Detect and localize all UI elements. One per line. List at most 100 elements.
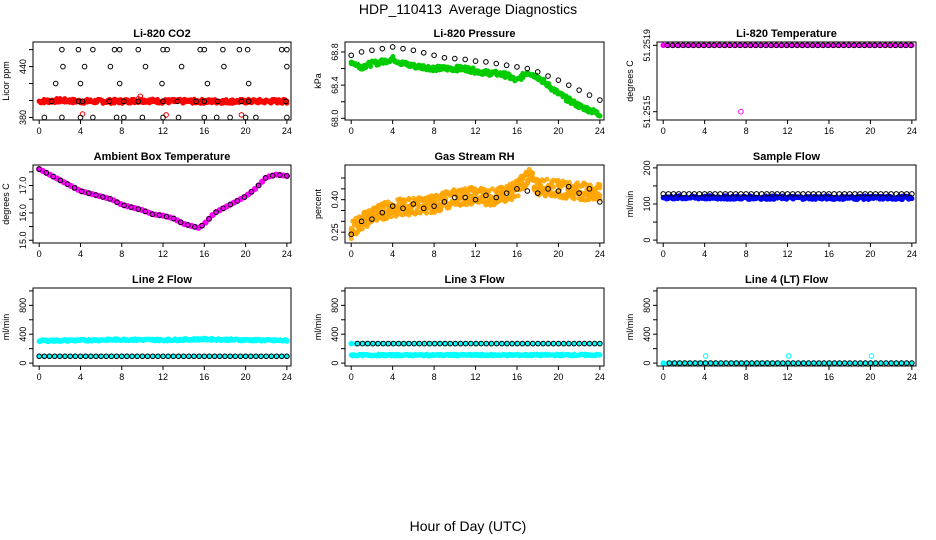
data-point xyxy=(367,64,373,70)
data-point xyxy=(509,340,515,347)
data-point xyxy=(238,98,245,105)
chart-panel: Sample Flow ml/min 0 4 8 12 16 20 24 0 100 200 xyxy=(625,151,917,259)
data-point xyxy=(390,340,397,347)
data-point xyxy=(180,353,187,360)
data-series xyxy=(36,166,290,231)
plot-data xyxy=(36,335,290,360)
data-point xyxy=(697,360,704,366)
y-tick-label: 17.0 xyxy=(18,177,28,195)
y-axis-label: kPa xyxy=(313,73,323,89)
data-point xyxy=(241,194,248,200)
x-tick-label: 12 xyxy=(783,372,793,382)
data-point xyxy=(809,42,816,49)
data-point xyxy=(389,203,396,209)
data-point xyxy=(201,98,208,105)
data-point xyxy=(519,340,526,347)
data-point xyxy=(46,353,53,360)
data-point xyxy=(857,360,864,366)
data-point xyxy=(354,340,361,347)
data-series xyxy=(348,166,603,242)
data-point xyxy=(278,353,285,360)
x-tick-label: 16 xyxy=(824,126,834,136)
data-point xyxy=(819,42,826,49)
data-point xyxy=(177,219,184,226)
y-tick-label: 16.0 xyxy=(18,204,28,222)
data-point xyxy=(851,42,857,49)
data-point xyxy=(524,65,531,72)
data-point xyxy=(389,44,396,50)
data-point xyxy=(718,360,724,366)
data-point xyxy=(909,195,915,201)
chart-panel: Ambient Box Temperature degrees C 0 4 8 12 16 2… xyxy=(1,151,292,259)
data-point xyxy=(909,191,915,197)
data-series xyxy=(36,166,290,230)
data-series xyxy=(354,340,603,347)
data-point xyxy=(571,196,577,202)
y-tick-label: 400 xyxy=(18,327,28,342)
data-point xyxy=(142,208,149,215)
data-point xyxy=(597,340,603,347)
data-point xyxy=(805,360,812,366)
data-point xyxy=(221,63,227,70)
data-point xyxy=(214,98,221,105)
data-point xyxy=(462,194,468,201)
data-point xyxy=(416,340,423,347)
data-point xyxy=(85,190,92,196)
data-series xyxy=(348,44,603,103)
data-point xyxy=(118,353,125,360)
data-point xyxy=(845,42,852,49)
data-point xyxy=(503,190,510,196)
data-point xyxy=(206,353,213,360)
data-point xyxy=(488,340,495,347)
data-point xyxy=(862,191,869,197)
data-point xyxy=(493,194,500,201)
x-tick-label: 24 xyxy=(595,372,605,382)
x-tick-label: 20 xyxy=(865,126,875,136)
data-point xyxy=(666,360,673,366)
data-point xyxy=(681,191,687,197)
chart-panel: Line 3 Flow ml/min 0 4 8 12 16 20 24 0 400 800 xyxy=(313,274,605,382)
data-point xyxy=(113,114,120,121)
data-point xyxy=(702,360,709,366)
data-point xyxy=(273,353,280,360)
data-point xyxy=(671,360,678,366)
data-point xyxy=(597,113,603,119)
x-tick-label: 8 xyxy=(432,126,437,136)
plot-data xyxy=(660,42,915,115)
data-point xyxy=(840,42,847,49)
x-tick-label: 16 xyxy=(512,249,522,259)
x-tick-label: 16 xyxy=(512,372,522,382)
data-series xyxy=(36,353,290,360)
x-tick-label: 24 xyxy=(907,372,917,382)
data-point xyxy=(442,340,448,347)
data-series xyxy=(348,183,603,238)
data-point xyxy=(129,353,135,360)
data-point xyxy=(57,177,64,184)
y-axis-label: percent xyxy=(313,188,323,219)
x-tick-label: 24 xyxy=(282,249,292,259)
y-tick-label: 800 xyxy=(642,298,652,313)
data-point xyxy=(238,112,245,118)
data-point xyxy=(135,96,142,102)
x-tick-label: 20 xyxy=(865,372,875,382)
data-point xyxy=(680,42,686,49)
x-tick-label: 20 xyxy=(241,372,251,382)
data-point xyxy=(202,219,209,226)
data-point xyxy=(576,190,582,196)
data-point xyxy=(149,353,156,360)
x-tick-label: 16 xyxy=(824,372,834,382)
data-point xyxy=(248,188,255,195)
data-point xyxy=(90,46,96,53)
x-tick-label: 4 xyxy=(702,372,707,382)
data-point xyxy=(433,193,439,199)
data-point xyxy=(524,340,531,347)
data-point xyxy=(473,340,479,347)
data-point xyxy=(682,360,688,366)
data-point xyxy=(106,98,113,105)
data-point xyxy=(713,360,719,366)
data-point xyxy=(728,360,735,366)
x-tick-label: 12 xyxy=(471,126,481,136)
x-tick-label: 8 xyxy=(432,249,437,259)
data-point xyxy=(774,360,781,366)
data-point xyxy=(835,42,842,49)
